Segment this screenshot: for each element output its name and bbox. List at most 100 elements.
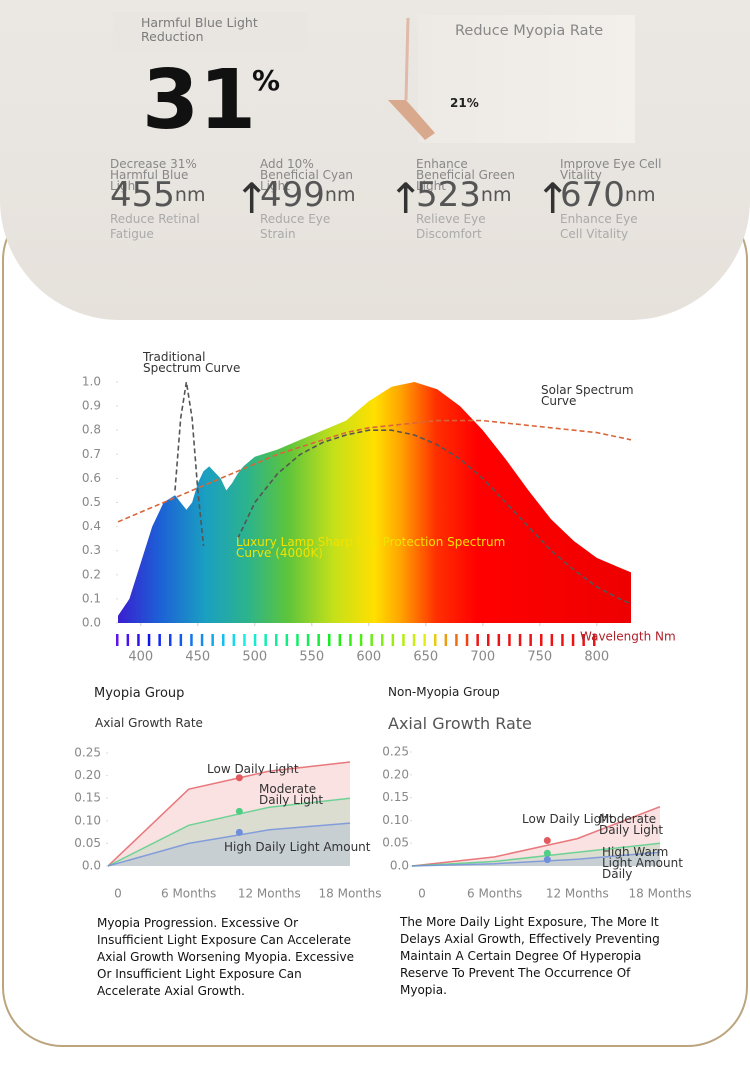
- wavelength-scale: [540, 634, 543, 646]
- series-point: [543, 849, 551, 857]
- wavelength-scale: [444, 634, 448, 646]
- series-label: Moderate Daily Light: [599, 812, 664, 837]
- y-tick-label: 0.05: [74, 836, 101, 850]
- y-tick-label: 0.0: [82, 859, 101, 873]
- wavelength-number: 670nm: [560, 178, 655, 212]
- wavelength-value: 670: [560, 175, 625, 215]
- x-tick-label: 700: [470, 650, 495, 665]
- y-tick-label: 0.8: [82, 423, 101, 437]
- x-tick-label: 800: [584, 650, 609, 665]
- wavelength-scale: [275, 634, 278, 646]
- y-tick-label: 0.0: [82, 616, 101, 630]
- x-tick-label: 12 Months: [546, 887, 609, 901]
- myopia-label: Reduce Myopia Rate: [455, 23, 604, 39]
- y-tick-label: 0.6: [82, 471, 101, 485]
- wavelength-bottom: Reduce Eye Strain: [260, 212, 331, 241]
- wavelength-scale: [593, 634, 596, 646]
- arrow: ↑: [234, 174, 270, 223]
- wavelength-scale: [582, 634, 585, 646]
- wavelength-scale: [402, 634, 405, 646]
- wavelength-number: 499nm: [260, 178, 355, 212]
- x-tick-label: 12 Months: [238, 887, 301, 901]
- chart-title: Non-Myopia Group: [388, 685, 500, 699]
- wavelength-scale: [529, 634, 532, 646]
- arrow: ↑: [388, 174, 424, 223]
- wavelength-bottom: Enhance Eye Cell Vitality: [560, 212, 638, 241]
- wavelength-bottom: Reduce Retinal Fatigue: [110, 212, 200, 241]
- wavelength-scale: [476, 634, 479, 646]
- x-tick-label: 0: [114, 887, 122, 901]
- arrow: ↑: [535, 174, 571, 223]
- y-tick-label: 0.4: [82, 519, 101, 533]
- wavelength-top: Add 10% Beneficial Cyan Light: [260, 157, 354, 193]
- x-tick-label: 0: [418, 887, 426, 901]
- y-tick-label: 0.2: [82, 567, 101, 581]
- series-area: [108, 762, 350, 866]
- wavelength-scale: [497, 634, 501, 646]
- y-tick-label: 0.15: [382, 790, 409, 804]
- wavelength-scale: [137, 634, 140, 646]
- x-tick-label: 550: [299, 650, 324, 665]
- wavelength-top: Decrease 31% Harmful Blue Light: [110, 157, 197, 193]
- wavelength-scale: [381, 634, 384, 646]
- wavelength-scale: [116, 634, 119, 646]
- x-tick-label: 750: [527, 650, 552, 665]
- y-tick-label: 0.0: [390, 859, 409, 873]
- series-label: High Warm Light Amount Daily: [602, 845, 683, 881]
- wavelength-scale: [158, 634, 161, 646]
- series-point: [543, 856, 551, 864]
- x-tick-label: 18 Months: [629, 887, 692, 901]
- series-area: [412, 843, 660, 866]
- wavelength-top: Enhance Beneficial Green Light: [416, 157, 515, 193]
- y-tick-label: 0.15: [74, 791, 101, 805]
- x-tick-label: 6 Months: [467, 887, 522, 901]
- series-line: [411, 851, 661, 867]
- y-tick-label: 0.7: [82, 447, 101, 461]
- wavelength-scale: [200, 634, 204, 646]
- series-label: Traditional Spectrum Curve: [143, 350, 241, 375]
- wavelength-scale: [465, 634, 469, 646]
- wavelength-scale: [370, 634, 373, 646]
- y-tick-label: 0.25: [382, 745, 409, 759]
- wavelength-scale: [455, 634, 458, 646]
- series-line: [411, 842, 661, 867]
- series-point: [543, 837, 551, 845]
- y-tick-label: 0.3: [82, 543, 101, 557]
- y-tick-label: 0.1: [82, 591, 101, 605]
- wavelength-scale: [571, 634, 575, 646]
- series-label: Luxury Lamp Sharp Eye Protection Spectru…: [236, 535, 506, 560]
- x-tick-label: 450: [185, 650, 210, 665]
- wavelength-unit: nm: [324, 184, 356, 206]
- blue-light-label: Harmful Blue Light Reduction: [141, 15, 258, 44]
- series-point: [235, 828, 243, 836]
- wavelength-unit: nm: [624, 184, 656, 206]
- wavelength-number: 523nm: [416, 178, 511, 212]
- spectrum-line: [174, 381, 632, 605]
- wavelength-scale: [306, 634, 310, 646]
- wavelength-scale: [190, 634, 193, 646]
- note: Myopia Progression. Excessive Or Insuffi…: [97, 916, 354, 998]
- series-label: Low Daily Light: [207, 762, 299, 776]
- wavelength-scale: [147, 634, 151, 646]
- chart-title: Myopia Group: [94, 686, 185, 701]
- series-point: [235, 774, 243, 782]
- wavelength-bottom: Relieve Eye Discomfort: [416, 212, 486, 241]
- y-tick-label: 0.20: [382, 767, 409, 781]
- series-label: Low Daily Light: [522, 812, 614, 826]
- series-area: [412, 806, 660, 866]
- wavelength-scale: [243, 634, 246, 646]
- wavelength-scale: [349, 634, 352, 646]
- wavelength-number: 455nm: [110, 178, 205, 212]
- wavelength-scale: [126, 634, 130, 646]
- blue-light-unit: %: [252, 64, 281, 97]
- series-line: [107, 761, 351, 867]
- y-tick-label: 0.9: [82, 399, 101, 413]
- y-tick-label: 0.5: [82, 495, 101, 509]
- y-tick-label: 1.0: [82, 375, 101, 389]
- x-tick-label: 6 Months: [161, 887, 216, 901]
- series-point: [235, 807, 243, 815]
- wavelength-unit: nm: [480, 184, 512, 206]
- y-tick-label: 0.05: [382, 836, 409, 850]
